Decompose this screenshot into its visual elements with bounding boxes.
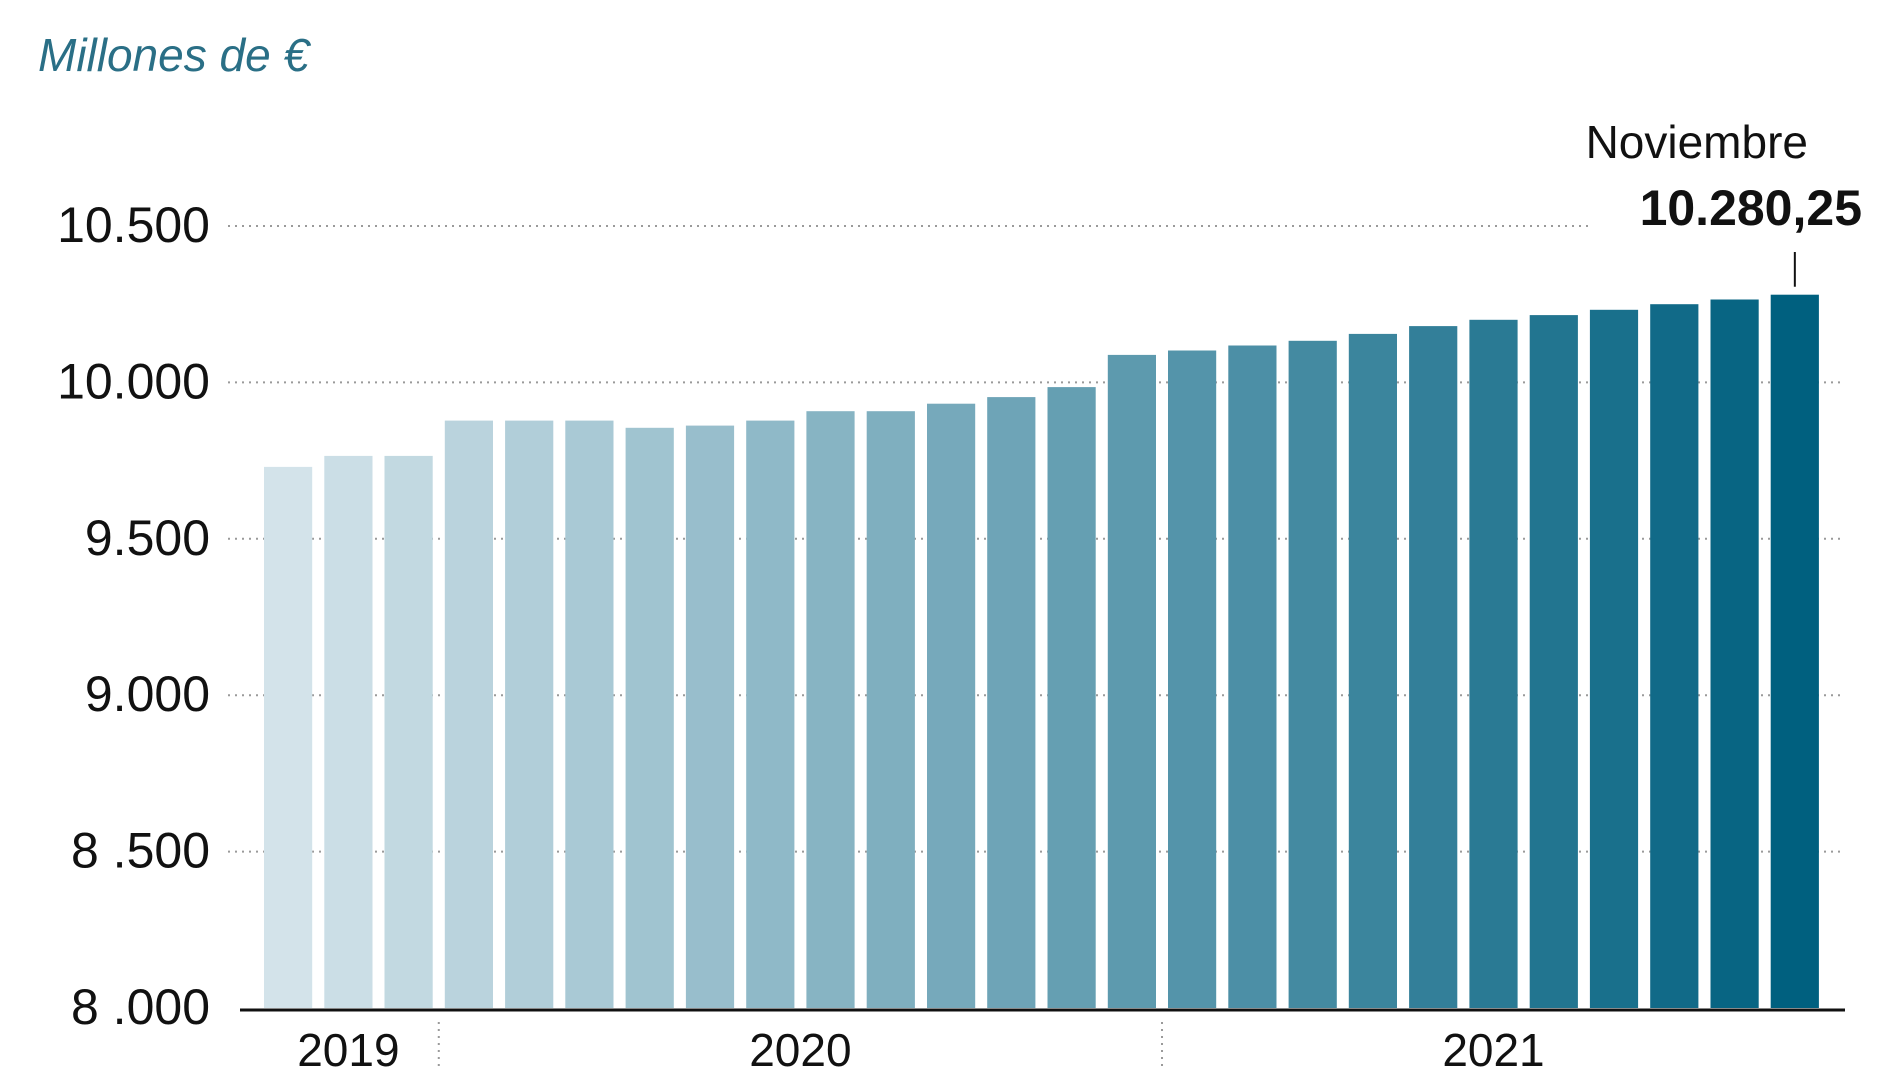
bar [1288,340,1337,1008]
bar [565,420,614,1009]
annotation: Noviembre 10.280,25 [1586,116,1862,287]
bar [505,420,554,1009]
bar [987,397,1036,1009]
bar [264,466,313,1008]
gridlines [228,225,1845,853]
bar [625,427,674,1008]
bar [1047,387,1096,1009]
bar [1469,319,1518,1008]
x-tick-label: 2019 [297,1024,399,1069]
bar [1650,304,1699,1008]
y-tick-label: 8 .000 [71,979,210,1035]
bars [264,294,1819,1009]
annotation-value: 10.280,25 [1640,180,1862,236]
bar [1348,333,1397,1008]
y-tick-label: 10.000 [57,353,210,409]
bar [444,420,493,1009]
x-axis-year-labels: 2019 2020 2021 [297,1022,1545,1069]
bar [384,455,433,1008]
bar [1529,315,1578,1009]
annotation-label: Noviembre [1586,116,1808,168]
y-axis-tick-labels: 8 .000 8 .500 9.000 9.500 10.000 10.500 [57,197,210,1035]
y-tick-label: 9.000 [85,666,210,722]
x-tick-label: 2020 [749,1024,851,1069]
bar [1168,350,1217,1008]
bar [927,403,976,1008]
bar [1589,309,1639,1008]
bar [806,411,855,1008]
bar [685,425,735,1009]
bar [1228,345,1277,1008]
bar [1710,299,1759,1008]
bar [746,420,795,1009]
x-tick-label: 2021 [1442,1024,1544,1069]
bar [866,411,915,1008]
chart-subtitle: Millones de € [38,29,310,81]
bar [1107,354,1156,1008]
bar [1409,326,1458,1009]
y-tick-label: 9.500 [85,510,210,566]
y-tick-label: 10.500 [57,197,210,253]
y-tick-label: 8 .500 [71,823,210,879]
bar [324,455,373,1008]
bar [1770,294,1819,1008]
